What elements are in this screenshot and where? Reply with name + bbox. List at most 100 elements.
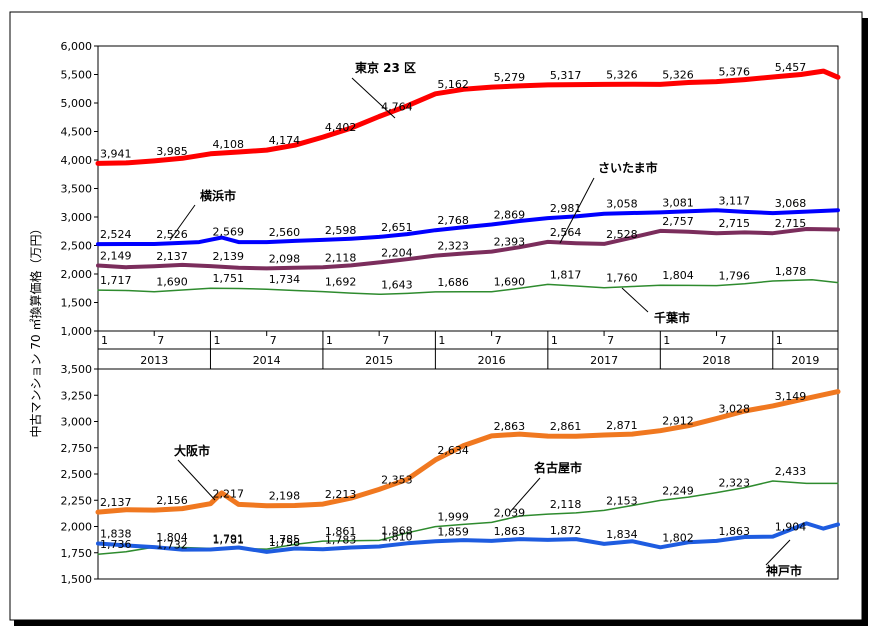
data-label: 3,117 xyxy=(719,194,751,207)
data-label: 2,869 xyxy=(494,208,526,221)
data-label: 3,941 xyxy=(100,147,132,160)
data-label: 2,524 xyxy=(100,228,132,241)
data-label: 1,760 xyxy=(606,272,638,285)
data-label: 1,859 xyxy=(437,525,469,538)
data-label: 1,736 xyxy=(100,538,132,551)
data-label: 5,279 xyxy=(494,71,526,84)
data-label: 2,768 xyxy=(437,214,469,227)
data-label: 2,249 xyxy=(662,484,694,497)
y-tick-label: 3,250 xyxy=(61,389,93,402)
data-label: 1,804 xyxy=(662,269,694,282)
data-label: 2,198 xyxy=(269,490,301,503)
data-label: 2,715 xyxy=(775,217,807,230)
series-name-label: 大阪市 xyxy=(174,443,210,458)
data-label: 2,528 xyxy=(606,228,638,241)
data-label: 3,028 xyxy=(719,403,751,416)
y-tick-label: 3,500 xyxy=(61,183,93,196)
data-label: 5,162 xyxy=(437,78,469,91)
data-label: 1,802 xyxy=(662,531,694,544)
series-leader-line xyxy=(351,77,396,119)
data-label: 1,863 xyxy=(494,525,526,538)
data-label: 4,402 xyxy=(325,121,357,134)
data-label: 2,757 xyxy=(662,215,694,228)
data-label: 2,433 xyxy=(775,465,807,478)
month-label: 1 xyxy=(776,334,783,347)
data-label: 1,878 xyxy=(775,265,807,278)
y-tick-label: 6,000 xyxy=(61,40,93,53)
data-label: 2,353 xyxy=(381,473,413,486)
month-label: 7 xyxy=(382,334,389,347)
data-label: 2,139 xyxy=(212,250,244,263)
series-leader-line xyxy=(621,287,649,313)
y-tick-label: 1,500 xyxy=(61,573,93,586)
y-tick-label: 4,500 xyxy=(61,126,93,139)
bottom-panel: 1,500 1,750 2,000 2,250 2,500 2,750 3,000 3,250… xyxy=(61,363,841,586)
y-tick-label: 2,500 xyxy=(61,240,93,253)
data-label: 2,137 xyxy=(156,250,188,263)
data-label: 1,796 xyxy=(719,270,751,283)
data-label: 1,785 xyxy=(269,533,301,546)
frame xyxy=(9,11,863,621)
y-tick-label: 4,000 xyxy=(61,154,93,167)
month-label: 7 xyxy=(607,334,614,347)
data-label: 2,156 xyxy=(156,494,188,507)
data-label: 5,326 xyxy=(662,68,694,81)
data-label: 2,912 xyxy=(662,415,694,428)
data-label: 1,817 xyxy=(550,268,582,281)
data-label: 1,690 xyxy=(494,276,526,289)
data-label: 1,732 xyxy=(156,539,188,552)
data-label: 1,834 xyxy=(606,528,638,541)
y-tick-label: 1,000 xyxy=(61,325,93,338)
series-leader-line xyxy=(177,459,216,501)
data-label: 1,690 xyxy=(156,276,188,289)
data-label: 1,872 xyxy=(550,524,582,537)
month-label: 1 xyxy=(551,334,558,347)
month-label: 1 xyxy=(326,334,333,347)
series-line xyxy=(95,389,841,515)
data-label: 2,560 xyxy=(269,226,301,239)
data-label: 4,174 xyxy=(269,134,301,147)
y-tick-label: 5,500 xyxy=(61,69,93,82)
month-label: 1 xyxy=(101,334,108,347)
month-label: 7 xyxy=(270,334,277,347)
series-line xyxy=(96,208,840,247)
data-label: 5,317 xyxy=(550,69,582,82)
y-tick-label: 2,750 xyxy=(61,442,93,455)
data-label: 2,393 xyxy=(494,236,526,249)
data-label: 3,068 xyxy=(775,197,807,210)
month-label: 7 xyxy=(495,334,502,347)
data-label: 1,904 xyxy=(775,521,807,534)
data-label: 2,526 xyxy=(156,228,188,241)
year-label: 2019 xyxy=(791,354,819,367)
data-label: 1,643 xyxy=(381,278,413,291)
data-label: 1,863 xyxy=(719,525,751,538)
y-tick-label: 5,000 xyxy=(61,97,93,110)
month-label: 1 xyxy=(663,334,670,347)
y-tick-label: 2,500 xyxy=(61,468,93,481)
data-label: 2,634 xyxy=(437,444,469,457)
series-leader-line xyxy=(559,177,595,244)
y-tick-label: 2,000 xyxy=(61,268,93,281)
data-label: 4,764 xyxy=(381,100,413,113)
month-label: 7 xyxy=(157,334,164,347)
year-label: 2017 xyxy=(590,354,618,367)
data-label: 2,149 xyxy=(100,250,132,263)
year-label: 2016 xyxy=(478,354,506,367)
y-axis-label: 中古マンション 70 ㎡換算価格（万円） xyxy=(28,223,43,438)
series-leader-line xyxy=(509,477,541,513)
year-label: 2014 xyxy=(253,354,281,367)
data-label: 1,686 xyxy=(437,276,469,289)
y-tick-label: 3,000 xyxy=(61,416,93,429)
data-label: 2,118 xyxy=(550,498,582,511)
data-label: 2,598 xyxy=(325,224,357,237)
series-name-label: さいたま市 xyxy=(598,160,658,175)
series-name-label: 東京 23 区 xyxy=(355,60,416,75)
data-label: 5,376 xyxy=(719,66,751,79)
y-tick-label: 3,000 xyxy=(61,211,93,224)
year-label: 2018 xyxy=(703,354,731,367)
series-name-label: 神戸市 xyxy=(766,563,802,578)
data-label: 1,868 xyxy=(381,524,413,537)
data-label: 5,326 xyxy=(606,68,638,81)
data-label: 2,323 xyxy=(719,477,751,490)
